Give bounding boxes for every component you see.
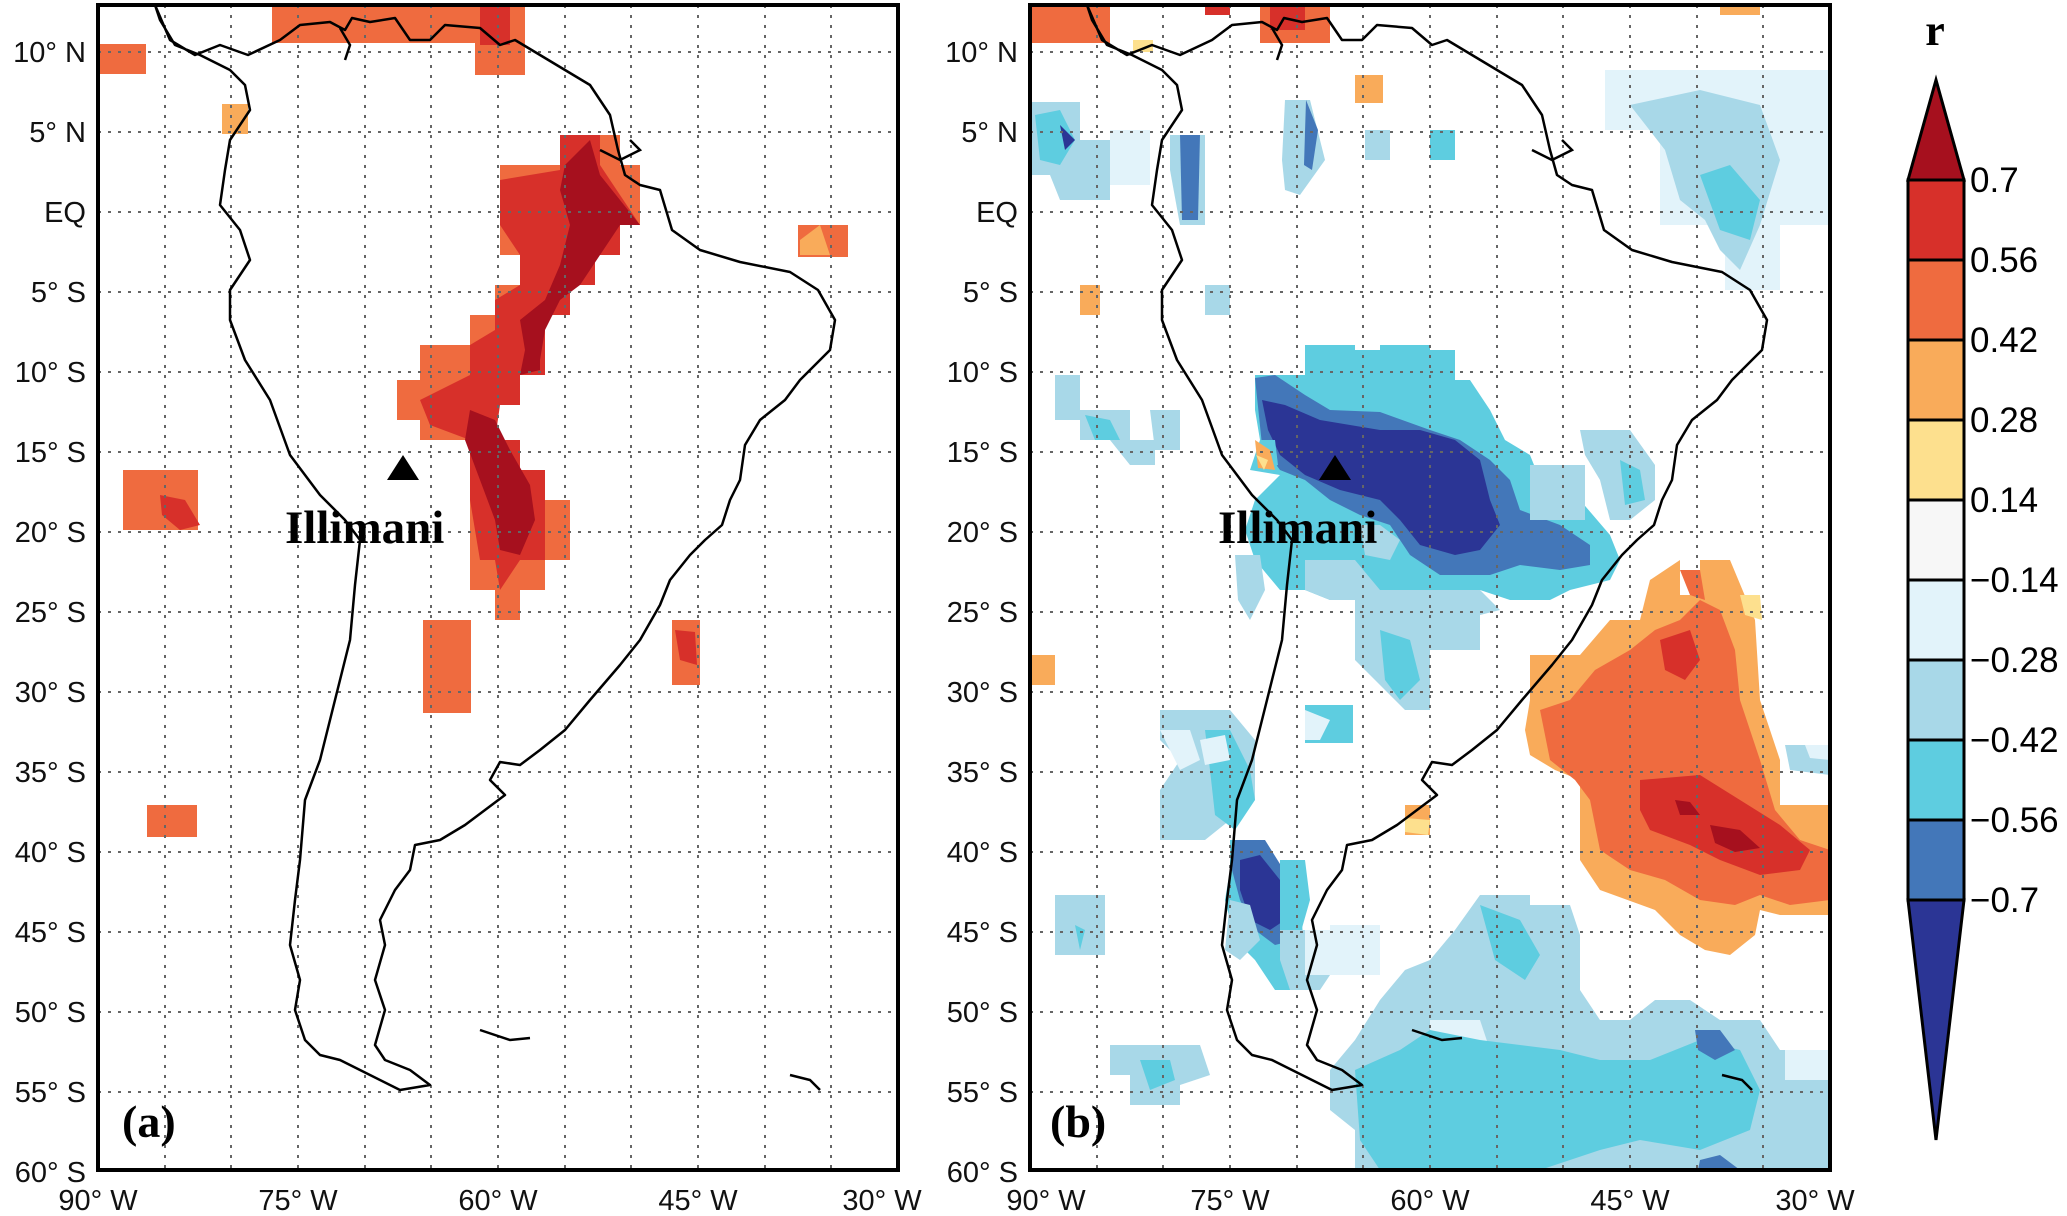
y-tick-label: 5° N <box>29 117 86 149</box>
x-tick-label: 60° W <box>1390 1185 1470 1216</box>
colorbar-labels: 0.7 0.56 0.42 0.28 0.14 −0.14 −0.28 −0.42 −0.56 −… <box>1970 161 2059 920</box>
colorbar-level-label: −0.28 <box>1970 641 2059 680</box>
y-axis-labels-a: 10° N 5° N EQ 5° S 10° S 15° S 20° S 25°… <box>13 37 86 1189</box>
panel-b: Illimani (b) <box>1028 3 1832 1172</box>
y-tick-label: EQ <box>44 197 86 229</box>
colorbar-segment <box>1906 338 1966 422</box>
colorbar-segment <box>1906 818 1966 902</box>
x-tick-label: 60° W <box>458 1185 538 1216</box>
y-tick-label: 60° S <box>947 1157 1018 1189</box>
illimani-marker-b <box>1319 455 1351 480</box>
panel-a-shading <box>100 5 848 837</box>
y-tick-label: 15° S <box>15 437 86 469</box>
y-tick-label: 35° S <box>947 757 1018 789</box>
y-tick-label: 50° S <box>947 997 1018 1029</box>
colorbar-level-label: 0.7 <box>1970 161 2019 200</box>
y-tick-label: 10° S <box>15 357 86 389</box>
colorbar-level-label: 0.42 <box>1970 321 2038 360</box>
y-tick-label: 45° S <box>947 917 1018 949</box>
y-tick-label: 50° S <box>15 997 86 1029</box>
colorbar-level-label: −0.42 <box>1970 721 2059 760</box>
y-tick-label: 5° S <box>31 277 86 309</box>
x-tick-label: 75° W <box>258 1185 338 1216</box>
illimani-marker-a <box>387 455 419 480</box>
colorbar-level-label: −0.56 <box>1970 801 2059 840</box>
y-tick-label: 40° S <box>15 837 86 869</box>
colorbar-segment <box>1906 258 1966 342</box>
y-tick-label: 15° S <box>947 437 1018 469</box>
y-tick-label: 10° N <box>13 37 86 69</box>
panel-b-gridlines <box>1030 5 1830 1170</box>
x-tick-label: 30° W <box>842 1185 922 1216</box>
colorbar-segment <box>1906 178 1966 262</box>
y-tick-label: 30° S <box>15 677 86 709</box>
colorbar-segment <box>1906 738 1966 822</box>
panel-a-frame <box>96 3 900 1172</box>
panel-b-frame <box>1028 3 1832 1172</box>
y-tick-label: 20° S <box>947 517 1018 549</box>
y-tick-label: 10° S <box>947 357 1018 389</box>
colorbar-segment <box>1906 578 1966 662</box>
panel-label-a: (a) <box>122 1096 176 1147</box>
colorbar-level-label: −0.7 <box>1970 881 2039 920</box>
x-axis-labels-a: 90° W 75° W 60° W 45° W 30° W <box>58 1185 922 1216</box>
y-tick-label: 25° S <box>947 597 1018 629</box>
colorbar: r 0.7 0.56 0.42 0.28 0.14 −0.14 −0.28 −0.42 −0.5… <box>1906 6 2059 1141</box>
colorbar-level-label: −0.14 <box>1970 561 2059 600</box>
colorbar-level-label: 0.56 <box>1970 241 2038 280</box>
panel-a-coastline <box>153 5 837 1092</box>
site-label-b: Illimani <box>1218 502 1377 554</box>
y-tick-label: EQ <box>976 197 1018 229</box>
site-label-a: Illimani <box>285 502 444 554</box>
colorbar-segments <box>1906 74 1966 1141</box>
panel-a: Illimani (a) <box>96 3 900 1172</box>
panel-label-b: (b) <box>1050 1096 1106 1147</box>
x-tick-label: 45° W <box>658 1185 738 1216</box>
panel-a-gridlines <box>98 5 898 1170</box>
colorbar-segment <box>1906 658 1966 742</box>
colorbar-title: r <box>1925 6 1945 55</box>
colorbar-level-label: 0.28 <box>1970 401 2038 440</box>
y-axis-labels-b: 10° N 5° N EQ 5° S 10° S 15° S 20° S 25°… <box>945 37 1018 1189</box>
x-tick-label: 90° W <box>58 1185 138 1216</box>
y-tick-label: 10° N <box>945 37 1018 69</box>
colorbar-level-label: 0.14 <box>1970 481 2038 520</box>
x-tick-label: 90° W <box>1006 1185 1086 1216</box>
y-tick-label: 45° S <box>15 917 86 949</box>
panel-b-coastline <box>1085 5 1769 1092</box>
y-tick-label: 40° S <box>947 837 1018 869</box>
x-tick-label: 45° W <box>1590 1185 1670 1216</box>
y-tick-label: 60° S <box>15 1157 86 1189</box>
y-tick-label: 55° S <box>947 1077 1018 1109</box>
colorbar-segment <box>1906 418 1966 502</box>
colorbar-segment <box>1906 498 1966 582</box>
colorbar-extend-top <box>1906 74 1966 182</box>
y-tick-label: 20° S <box>15 517 86 549</box>
x-tick-label: 75° W <box>1190 1185 1270 1216</box>
x-axis-labels-b: 90° W 75° W 60° W 45° W 30° W <box>1006 1185 1855 1216</box>
y-tick-label: 5° S <box>963 277 1018 309</box>
x-tick-label: 30° W <box>1775 1185 1855 1216</box>
y-tick-label: 35° S <box>15 757 86 789</box>
y-tick-label: 30° S <box>947 677 1018 709</box>
y-tick-label: 55° S <box>15 1077 86 1109</box>
colorbar-extend-bottom <box>1906 898 1966 1141</box>
y-tick-label: 25° S <box>15 597 86 629</box>
y-tick-label: 5° N <box>961 117 1018 149</box>
